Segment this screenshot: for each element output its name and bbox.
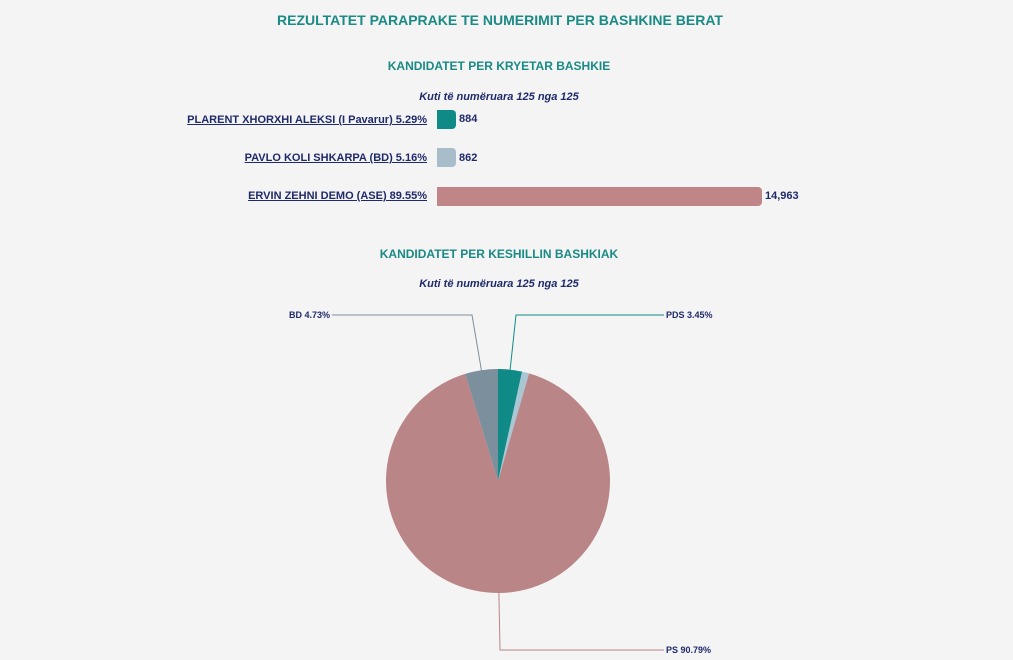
mayor-section-title: KANDIDATET PER KRYETAR BASHKIE bbox=[387, 59, 611, 73]
bar-shkarpa[interactable] bbox=[437, 148, 456, 167]
pie-label-0: PDS 3.45% bbox=[666, 310, 713, 320]
pie-slice-2[interactable] bbox=[385, 373, 610, 593]
pie-slice-1[interactable] bbox=[498, 371, 530, 481]
candidate-label-demo[interactable]: ERVIN ZEHNI DEMO (ASE) 89.55% bbox=[248, 190, 427, 202]
bar-value-demo: 14,963 bbox=[765, 190, 799, 202]
pie-slice-3[interactable] bbox=[465, 369, 498, 481]
pie-leader-line-0 bbox=[509, 314, 664, 371]
pie-label-3: BD 4.73% bbox=[289, 310, 330, 320]
bar-value-aleksi: 884 bbox=[459, 113, 478, 125]
candidate-label-shkarpa[interactable]: PAVLO KOLI SHKARPA (BD) 5.16% bbox=[244, 152, 427, 164]
mayor-boxes-counted: Kuti të numëruara 125 nga 125 bbox=[419, 91, 579, 103]
bar-demo[interactable] bbox=[437, 187, 762, 206]
pie-slice-0[interactable] bbox=[498, 369, 523, 481]
bar-value-shkarpa: 862 bbox=[459, 152, 478, 164]
page-title: REZULTATET PARAPRAKE TE NUMERIMIT PER BA… bbox=[277, 12, 723, 28]
council-boxes-counted: Kuti të numëruara 125 nga 125 bbox=[419, 278, 579, 290]
bar-aleksi[interactable] bbox=[437, 110, 456, 129]
pie-leader-line-3 bbox=[332, 314, 483, 372]
pie-leader-line-2 bbox=[498, 591, 664, 651]
council-section-title: KANDIDATET PER KESHILLIN BASHKIAK bbox=[379, 247, 619, 261]
pie-label-2: PS 90.79% bbox=[666, 645, 711, 655]
candidate-label-aleksi[interactable]: PLARENT XHORXHI ALEKSI (I Pavarur) 5.29% bbox=[187, 114, 427, 126]
